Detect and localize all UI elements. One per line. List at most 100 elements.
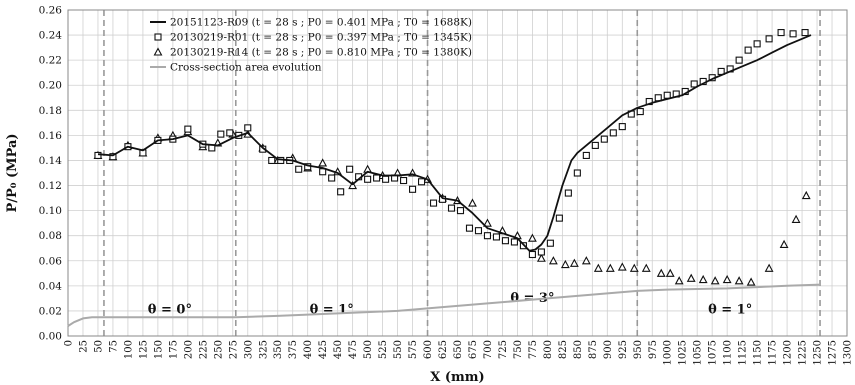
- series-4: [67, 283, 821, 327]
- x-tick-label: 575: [408, 340, 419, 359]
- x-tick-label: 825: [558, 340, 569, 359]
- y-tick-label: 0.00: [39, 331, 62, 343]
- triangle-marker: [641, 263, 651, 272]
- triangle-marker: [656, 268, 666, 277]
- square-marker: [789, 30, 797, 38]
- square-marker: [417, 178, 426, 186]
- square-marker: [483, 232, 492, 240]
- x-tick-label: 1000: [663, 340, 674, 365]
- x-tick-label: 1175: [768, 340, 779, 365]
- y-tick-label: 0.24: [39, 30, 63, 42]
- square-marker: [154, 33, 162, 41]
- square-marker: [346, 165, 354, 173]
- triangle-marker: [153, 47, 163, 56]
- series-line: [67, 283, 821, 327]
- square-marker: [268, 156, 276, 165]
- x-tick-label: 375: [288, 340, 299, 359]
- region-label: θ = 0°: [148, 302, 192, 317]
- region-boundaries: θ = 0° θ = 1°θ = 3°θ = 1°: [103, 10, 821, 336]
- legend-item: Cross-section area evolution: [150, 62, 322, 74]
- triangle-marker: [629, 263, 639, 272]
- axes: 0.00 0.02 0.04 0.06 0.08 0.10 0.12 0.14 0.16 0.18…: [39, 5, 854, 366]
- triangle-marker: [548, 256, 558, 265]
- x-tick-label: 700: [483, 340, 494, 359]
- series-layer: [67, 29, 821, 327]
- square-marker: [328, 174, 336, 182]
- square-marker: [295, 165, 303, 173]
- square-marker: [537, 248, 545, 256]
- square-marker: [753, 40, 761, 48]
- x-tick-label: 250: [213, 340, 224, 359]
- square-marker: [373, 174, 381, 182]
- x-tick-label: 1150: [753, 340, 764, 365]
- square-marker: [777, 29, 785, 37]
- x-tick-label: 200: [183, 340, 194, 359]
- square-marker: [765, 35, 773, 43]
- x-tick-label: 925: [618, 340, 629, 359]
- square-marker: [94, 151, 102, 159]
- square-marker: [447, 204, 456, 212]
- square-marker: [600, 135, 608, 143]
- region-label: θ = 3°: [510, 291, 554, 306]
- legend-label: 20151123-R09 (t = 28 s ; P0 = 0.401 MPa …: [170, 17, 472, 29]
- legend-item: 20130219-R14 (t = 28 s ; P0 = 0.810 MPa …: [153, 47, 472, 59]
- x-tick-label: 100: [123, 340, 134, 359]
- x-tick-label: 850: [573, 340, 584, 359]
- square-marker: [400, 176, 408, 185]
- triangle-marker: [665, 268, 675, 277]
- x-tick-label: 0: [64, 340, 75, 346]
- triangle-marker: [617, 262, 627, 271]
- x-tick-label: 50: [93, 340, 104, 353]
- triangle-marker: [686, 273, 696, 282]
- x-tick-label: 600: [423, 340, 434, 359]
- x-tick-label: 875: [588, 340, 599, 359]
- y-tick-label: 0.14: [39, 155, 63, 167]
- x-tick-label: 1200: [783, 340, 794, 365]
- square-marker: [382, 175, 390, 183]
- square-marker: [582, 151, 590, 159]
- y-tick-label: 0.16: [39, 130, 63, 142]
- triangle-marker: [722, 274, 732, 284]
- square-marker: [591, 141, 599, 149]
- triangle-marker: [605, 263, 615, 272]
- triangle-marker: [698, 274, 708, 284]
- square-marker: [801, 29, 809, 37]
- square-marker: [501, 237, 509, 245]
- x-tick-label: 1025: [678, 340, 689, 365]
- square-marker: [337, 188, 345, 196]
- square-marker: [546, 239, 554, 247]
- y-tick-label: 0.06: [39, 255, 63, 267]
- x-tick-label: 525: [378, 340, 389, 359]
- x-tick-label: 1225: [798, 340, 809, 365]
- square-marker: [184, 125, 192, 133]
- triangle-marker: [348, 180, 358, 190]
- x-tick-label: 300: [243, 340, 254, 359]
- y-tick-label: 0.04: [39, 280, 63, 292]
- x-tick-label: 775: [528, 340, 539, 359]
- x-tick-label: 475: [348, 340, 359, 359]
- square-marker: [492, 233, 501, 241]
- series-2: [94, 29, 809, 259]
- triangle-marker: [536, 253, 546, 262]
- triangle-marker: [483, 218, 492, 227]
- square-marker: [573, 169, 581, 177]
- x-tick-label: 975: [648, 340, 659, 359]
- triangle-marker: [801, 190, 811, 200]
- square-marker: [429, 199, 438, 207]
- x-tick-label: 1050: [693, 340, 704, 365]
- plot-frame: [67, 9, 848, 337]
- x-tick-label: 675: [468, 340, 479, 359]
- triangle-marker: [560, 259, 570, 269]
- region-label: θ = 1°: [708, 302, 752, 317]
- legend-label: 20130219-R14 (t = 28 s ; P0 = 0.810 MPa …: [170, 47, 472, 59]
- triangle-marker: [468, 198, 477, 207]
- x-tick-label: 1250: [813, 340, 824, 365]
- square-marker: [409, 185, 417, 193]
- x-tick-label: 425: [318, 340, 329, 359]
- y-tick-label: 0.18: [39, 105, 62, 117]
- x-tick-label: 225: [198, 340, 209, 359]
- legend: 20151123-R09 (t = 28 s ; P0 = 0.401 MPa …: [150, 17, 472, 74]
- square-marker: [226, 129, 234, 137]
- triangle-marker: [779, 239, 789, 249]
